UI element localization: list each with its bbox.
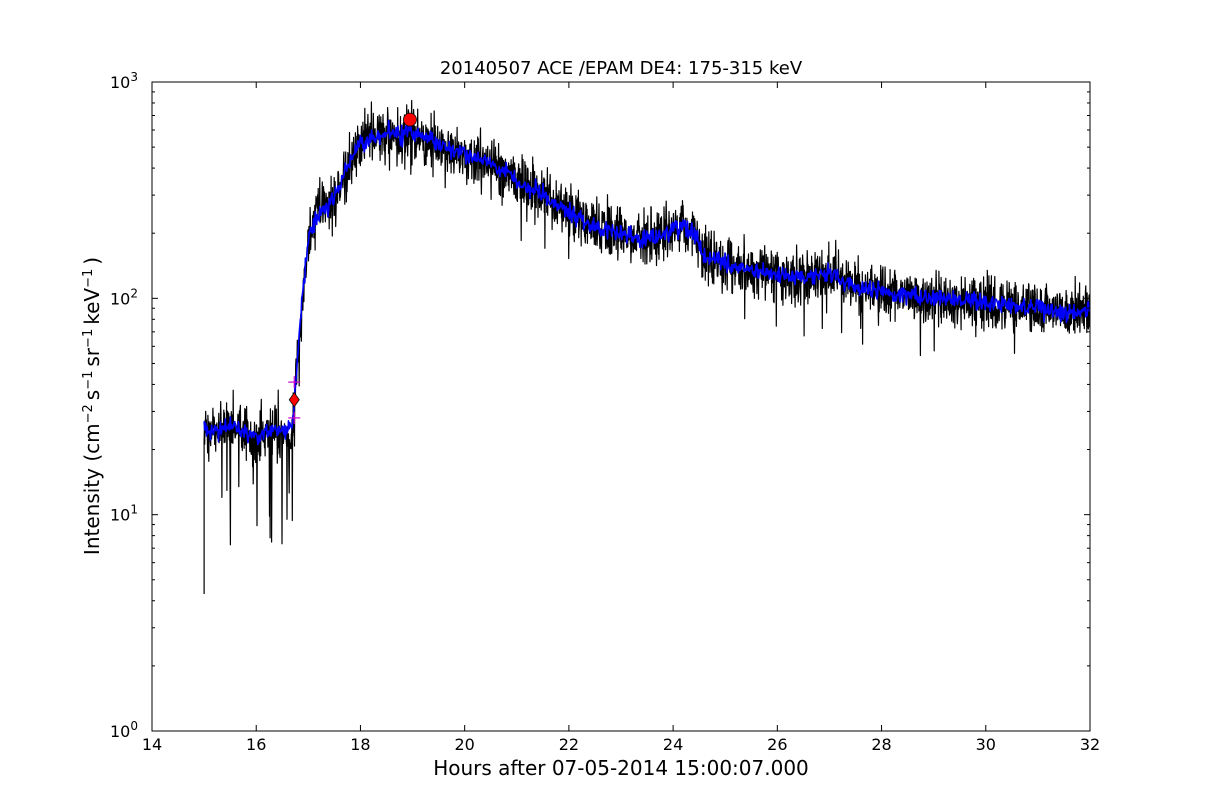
y-axis-title: Intensity (cm−2s−1sr−1keV−1) <box>80 257 104 555</box>
y-axis-title-s: s <box>80 390 104 400</box>
y-tick-label: 100 <box>110 719 138 741</box>
plot-area <box>203 99 1091 594</box>
x-tick-label: 20 <box>454 735 474 754</box>
onset-marker <box>288 392 300 408</box>
y-axis-title-close: ) <box>80 257 104 265</box>
y-tick-label: 101 <box>110 503 138 525</box>
x-tick-label: 24 <box>663 735 683 754</box>
x-tick-label: 30 <box>976 735 996 754</box>
x-tick-label: 18 <box>350 735 370 754</box>
y-axis: 100 101 102 103 <box>110 70 1090 741</box>
y-axis-title-sr-exp: −1 <box>81 329 96 348</box>
x-tick-label: 32 <box>1080 735 1100 754</box>
x-tick-label: 26 <box>767 735 787 754</box>
error-mark-0 <box>288 376 301 389</box>
chart-title: 20140507 ACE /EPAM DE4: 175-315 keV <box>440 58 803 79</box>
peak-marker <box>403 112 417 127</box>
x-axis-title: Hours after 07-05-2014 15:00:07.000 <box>433 756 809 780</box>
y-axis-title-main: Intensity (cm <box>80 423 104 555</box>
error-mark-1 <box>288 411 301 424</box>
x-tick-label: 16 <box>246 735 266 754</box>
y-axis-title-kev-exp: −1 <box>81 269 96 288</box>
y-tick-label: 102 <box>110 286 138 308</box>
x-tick-label: 22 <box>559 735 579 754</box>
y-axis-title-cm-exp: −2 <box>81 404 96 423</box>
x-axis: 14 16 18 20 22 24 26 28 30 32 <box>142 82 1100 754</box>
y-tick-label: 103 <box>110 70 138 92</box>
y-axis-title-sr: sr <box>80 347 104 366</box>
y-axis-title-s-exp: −1 <box>81 371 96 390</box>
y-axis-title-kev: keV <box>80 288 104 325</box>
x-tick-label: 28 <box>871 735 891 754</box>
series-smoothed-line <box>203 119 1091 446</box>
x-tick-label: 14 <box>142 735 162 754</box>
plot-frame <box>151 81 1091 732</box>
